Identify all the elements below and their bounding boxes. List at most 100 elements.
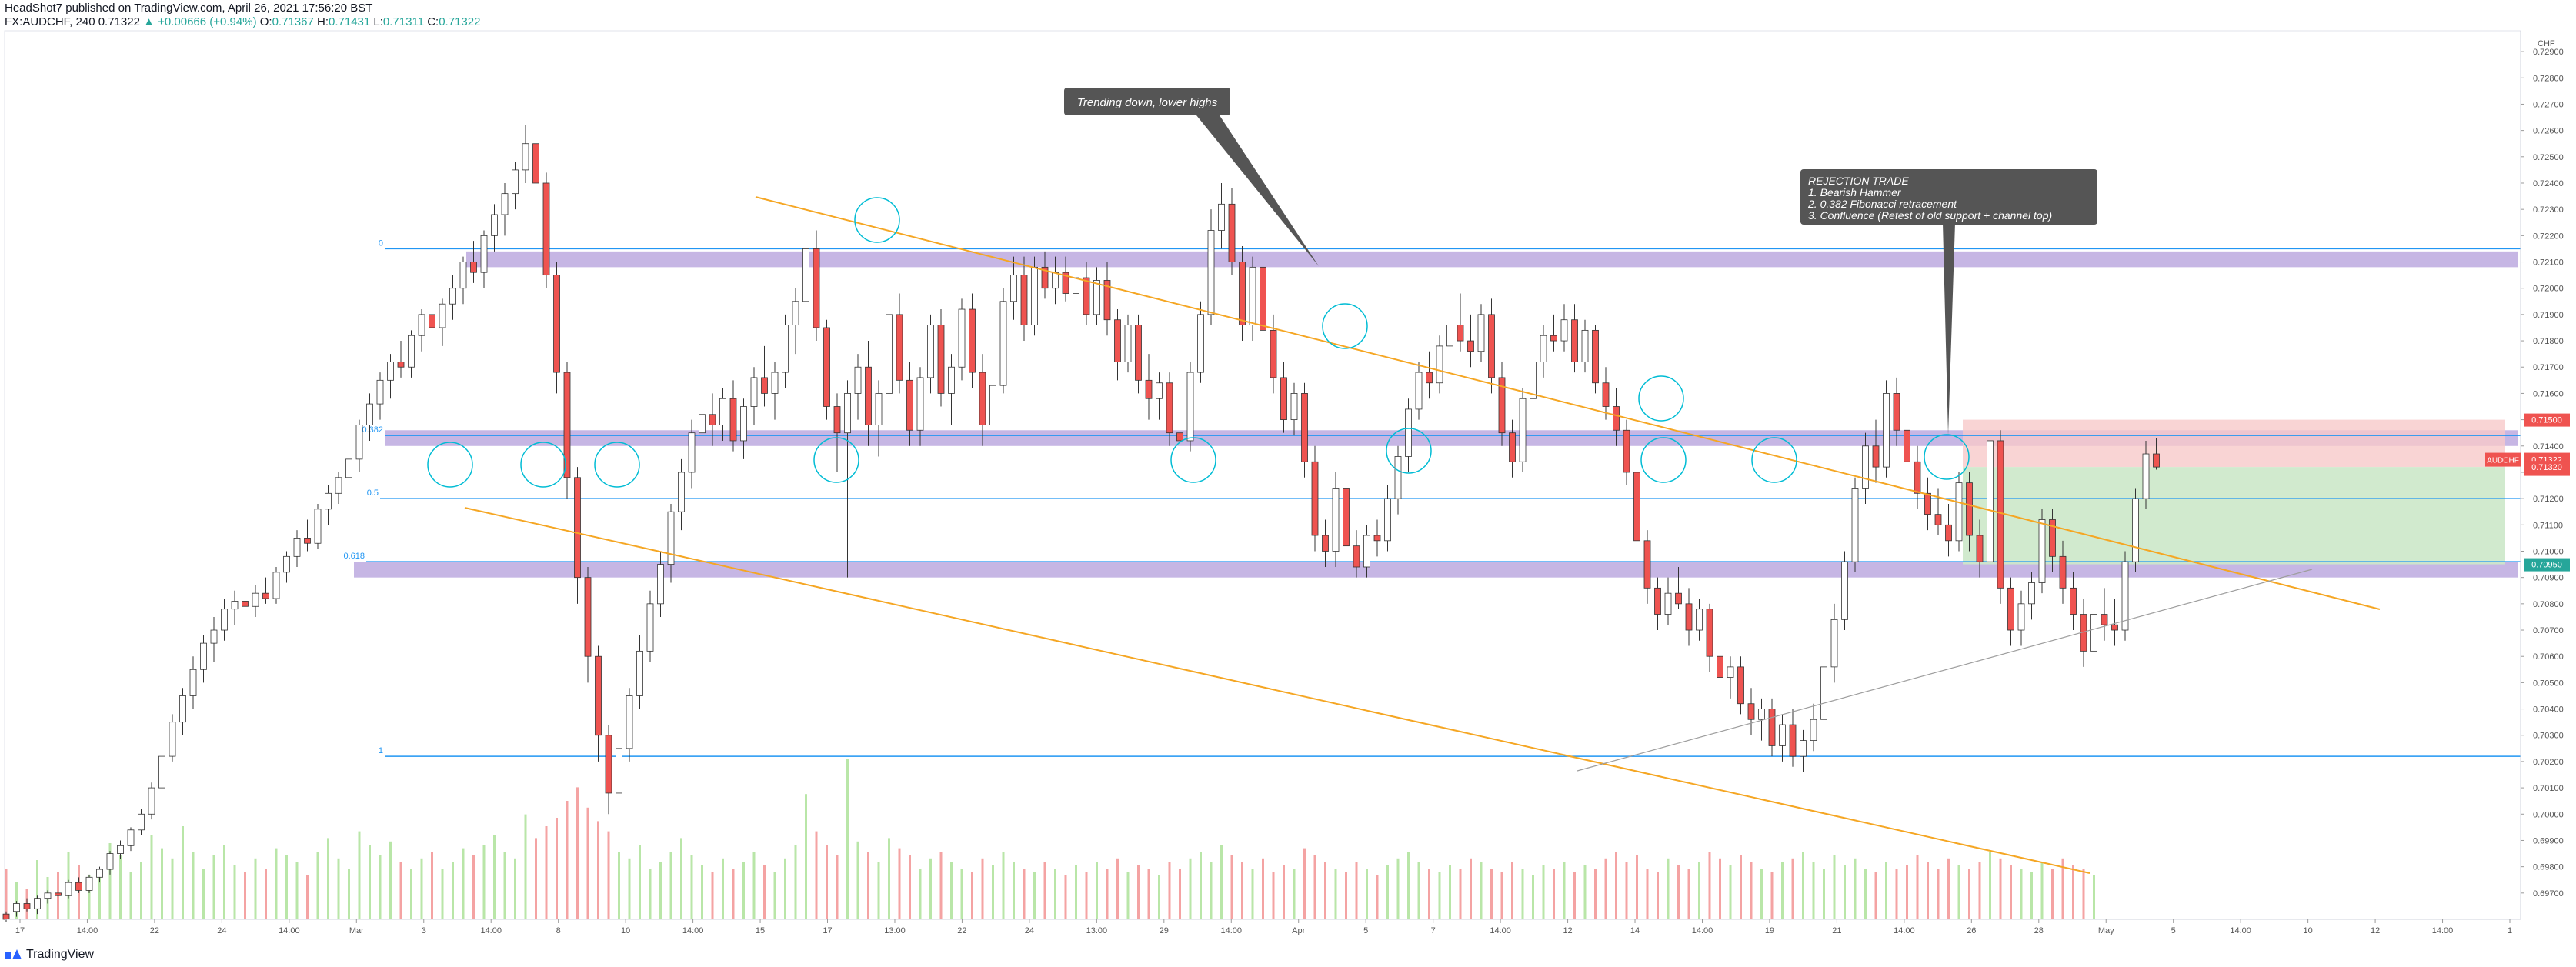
volume-bar: [233, 865, 236, 919]
candle: [1997, 430, 2004, 604]
candle: [1239, 246, 1246, 342]
x-tick-label: 17: [823, 926, 832, 935]
candle-body-bull: [1124, 325, 1132, 362]
candle: [2101, 588, 2108, 641]
candle: [1176, 419, 1183, 452]
candle: [729, 380, 737, 452]
candle: [106, 851, 114, 875]
candle: [1394, 445, 1402, 515]
price-tag: [2524, 413, 2570, 427]
candle: [1280, 362, 1287, 433]
rising-support-line[interactable]: [1577, 569, 2313, 772]
volume-bar: [1459, 869, 1462, 919]
volume-bar: [690, 855, 693, 919]
candle-body-bull: [85, 876, 93, 891]
candle: [574, 467, 581, 604]
volume-bar: [1054, 869, 1056, 919]
volume-bar: [1802, 852, 1804, 919]
candle: [1934, 488, 1942, 535]
candle-body-bear: [262, 592, 269, 599]
volume-bar: [1657, 872, 1659, 919]
volume-bar: [161, 848, 163, 919]
y-tick-label: 0.71700: [2533, 363, 2564, 372]
x-tick-label: 14:00: [77, 926, 98, 935]
volume-bar: [1844, 865, 1846, 919]
candle-body-bear: [1592, 329, 1599, 384]
candle-body-bull: [1696, 609, 1703, 631]
touch-circle: [813, 437, 859, 483]
candle: [1560, 304, 1568, 352]
volume-bar: [1334, 869, 1337, 919]
candle: [1592, 325, 1599, 394]
candle-body-bear: [1467, 340, 1474, 352]
candle: [1717, 640, 1723, 762]
candle: [355, 419, 363, 472]
candle: [1530, 351, 1537, 409]
candle-body-bull: [439, 303, 446, 328]
candle-body-bull: [886, 314, 893, 394]
candle-body-bear: [1509, 432, 1516, 462]
low-label: L:: [373, 15, 383, 28]
volume-bar: [524, 814, 527, 919]
volume-bar: [202, 869, 205, 919]
candle-body-bear: [470, 262, 477, 273]
candle: [1862, 432, 1869, 504]
volume-bar: [867, 852, 869, 919]
volume-bar: [1179, 869, 1181, 919]
candle-body-bear: [1145, 379, 1153, 399]
x-tick-label: 22: [957, 926, 966, 935]
candle-body-bear: [1301, 393, 1308, 462]
fib-level-label: 0.618: [343, 552, 365, 561]
channel-top-line[interactable]: [755, 196, 2381, 610]
volume-bar: [431, 852, 433, 919]
candle-body-bull: [355, 425, 363, 460]
candle-body-bull: [927, 325, 934, 378]
candle-body-bull: [96, 869, 103, 878]
candle-body-bear: [574, 477, 581, 579]
volume-bar: [576, 787, 579, 919]
candle-body-bear: [1789, 724, 1797, 757]
volume-bar: [1490, 869, 1493, 919]
candle-body-bear: [595, 655, 602, 736]
volume-bar: [1023, 869, 1026, 919]
rejection-trade-callout[interactable]: [1800, 169, 2097, 225]
candle: [1654, 577, 1661, 631]
tradingview-logo[interactable]: TradingView: [5, 948, 94, 962]
candle-body-bear: [709, 414, 716, 425]
callout-pointer: [1943, 223, 1955, 435]
volume-bar: [358, 831, 361, 919]
candle: [117, 840, 124, 859]
trend-callout[interactable]: [1064, 88, 1230, 115]
candle: [1550, 314, 1557, 352]
volume-bar: [1272, 872, 1275, 919]
volume-bar: [88, 875, 91, 919]
candle: [979, 354, 986, 446]
volume-bar: [909, 855, 911, 919]
candle-body-bull: [252, 592, 259, 607]
volume-bar: [1542, 865, 1545, 919]
candle-body-bear: [1322, 535, 1329, 552]
volume-bar: [971, 872, 973, 919]
candle-body-bull: [667, 511, 675, 565]
x-tick-label: 14:00: [1692, 926, 1713, 935]
volume-bar: [1781, 862, 1784, 919]
x-tick-label: 28: [2034, 926, 2044, 935]
candle-body-bear: [1280, 377, 1287, 420]
volume-bar: [1386, 865, 1389, 919]
volume-bar: [36, 860, 38, 919]
candle: [1830, 603, 1838, 683]
candle-body-bull: [1415, 372, 1423, 410]
candle: [1519, 388, 1527, 472]
candle-body-bear: [1966, 482, 1973, 536]
candle-body-bull: [1093, 280, 1100, 315]
volume-bar: [659, 862, 662, 919]
touch-circle: [1638, 375, 1684, 422]
zone-support: [354, 562, 2518, 578]
channel-bottom-line[interactable]: [464, 507, 2090, 874]
volume-bar: [1262, 858, 1264, 919]
volume-bar: [285, 855, 288, 919]
candle-body-bull: [44, 892, 52, 899]
volume-bar: [1895, 869, 1898, 919]
candle-body-bull: [158, 755, 165, 789]
